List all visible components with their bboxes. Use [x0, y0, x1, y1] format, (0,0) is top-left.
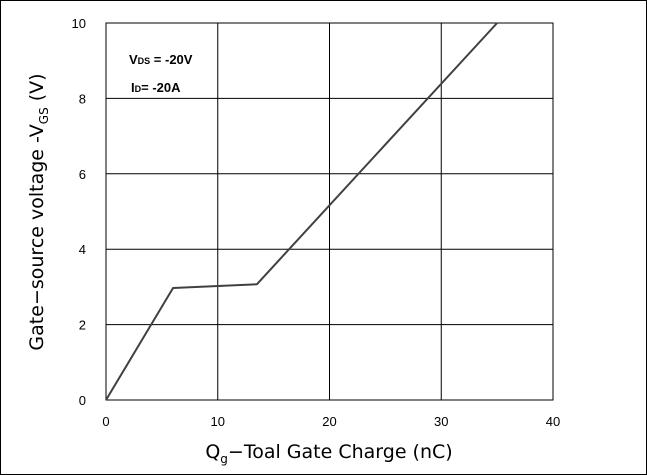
id-annotation: ID= -20A: [131, 80, 181, 95]
vds-annotation: VDS = -20V: [129, 52, 193, 67]
y-tick-label: 0: [79, 393, 86, 408]
series-layer: [105, 22, 498, 401]
x-tick-label: 30: [434, 414, 448, 429]
y-tick-label: 8: [79, 91, 86, 106]
x-tick-label: 10: [211, 414, 225, 429]
y-tick-label: 2: [79, 318, 86, 333]
y-axis-label: Gate−source voltage -VGS (V): [26, 73, 51, 350]
x-axis-label: Qg−Toal Gate Charge (nC): [205, 441, 452, 466]
x-tick-labels: 0 10 20 30 40: [102, 414, 560, 429]
x-tick-label: 40: [546, 414, 560, 429]
y-tick-label: 6: [79, 167, 86, 182]
y-tick-label: 4: [79, 242, 86, 257]
x-tick-label: 20: [322, 414, 336, 429]
y-tick-labels: 0 2 4 6 8 10: [72, 16, 86, 408]
grid: [106, 23, 553, 400]
x-tick-label: 0: [102, 414, 109, 429]
plot-area-border: [105, 22, 554, 401]
y-tick-label: 10: [72, 16, 86, 31]
gate-charge-curve: [105, 22, 498, 401]
